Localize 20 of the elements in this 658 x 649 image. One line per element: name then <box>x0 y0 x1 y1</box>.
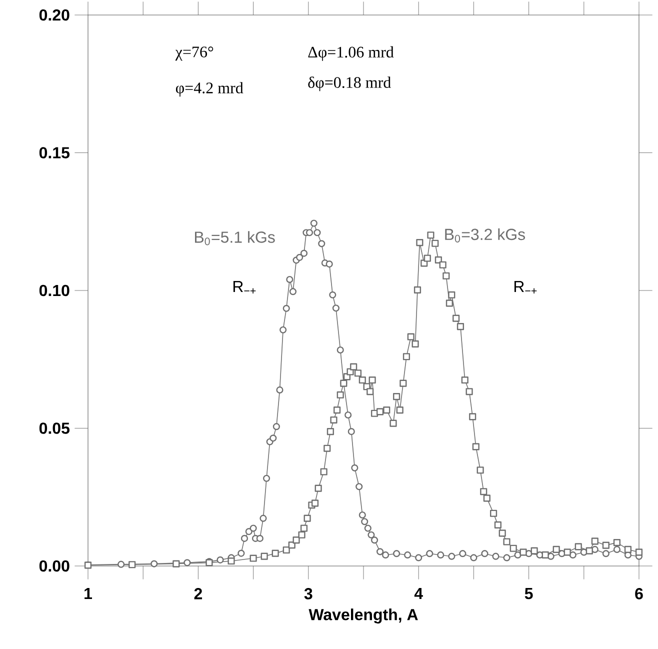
x-tick-label: 6 <box>635 588 643 600</box>
x-tick-label: 2 <box>194 588 202 600</box>
y-tick-label: 0.00 <box>39 560 70 572</box>
series-label: B$_{0}$=5.1 kGs <box>195 231 275 246</box>
annotation: δφ=0.18 mrd <box>308 76 391 92</box>
x-tick-label: 1 <box>84 588 92 600</box>
annotation: Δφ=1.06 mrd <box>308 46 394 61</box>
y-tick-label: 0.20 <box>39 9 70 21</box>
annotation: R$_{−+}$ <box>514 281 537 294</box>
y-tick-label: 0.10 <box>39 284 70 296</box>
annotation: χ=76° <box>175 46 214 61</box>
y-tick-label: 0.05 <box>39 422 70 434</box>
x-tick-label: 4 <box>414 588 423 600</box>
x-axis-title: Wavelength, A <box>308 608 418 624</box>
x-tick-label: 3 <box>304 588 312 600</box>
annotation: φ=4.2 mrd <box>176 82 244 97</box>
x-tick-label: 5 <box>524 588 533 600</box>
series-label: B$_{0}$=3.2 kGs <box>445 228 525 242</box>
annotation: R$_{−+}$ <box>233 281 256 294</box>
y-tick-label: 0.15 <box>39 147 70 158</box>
